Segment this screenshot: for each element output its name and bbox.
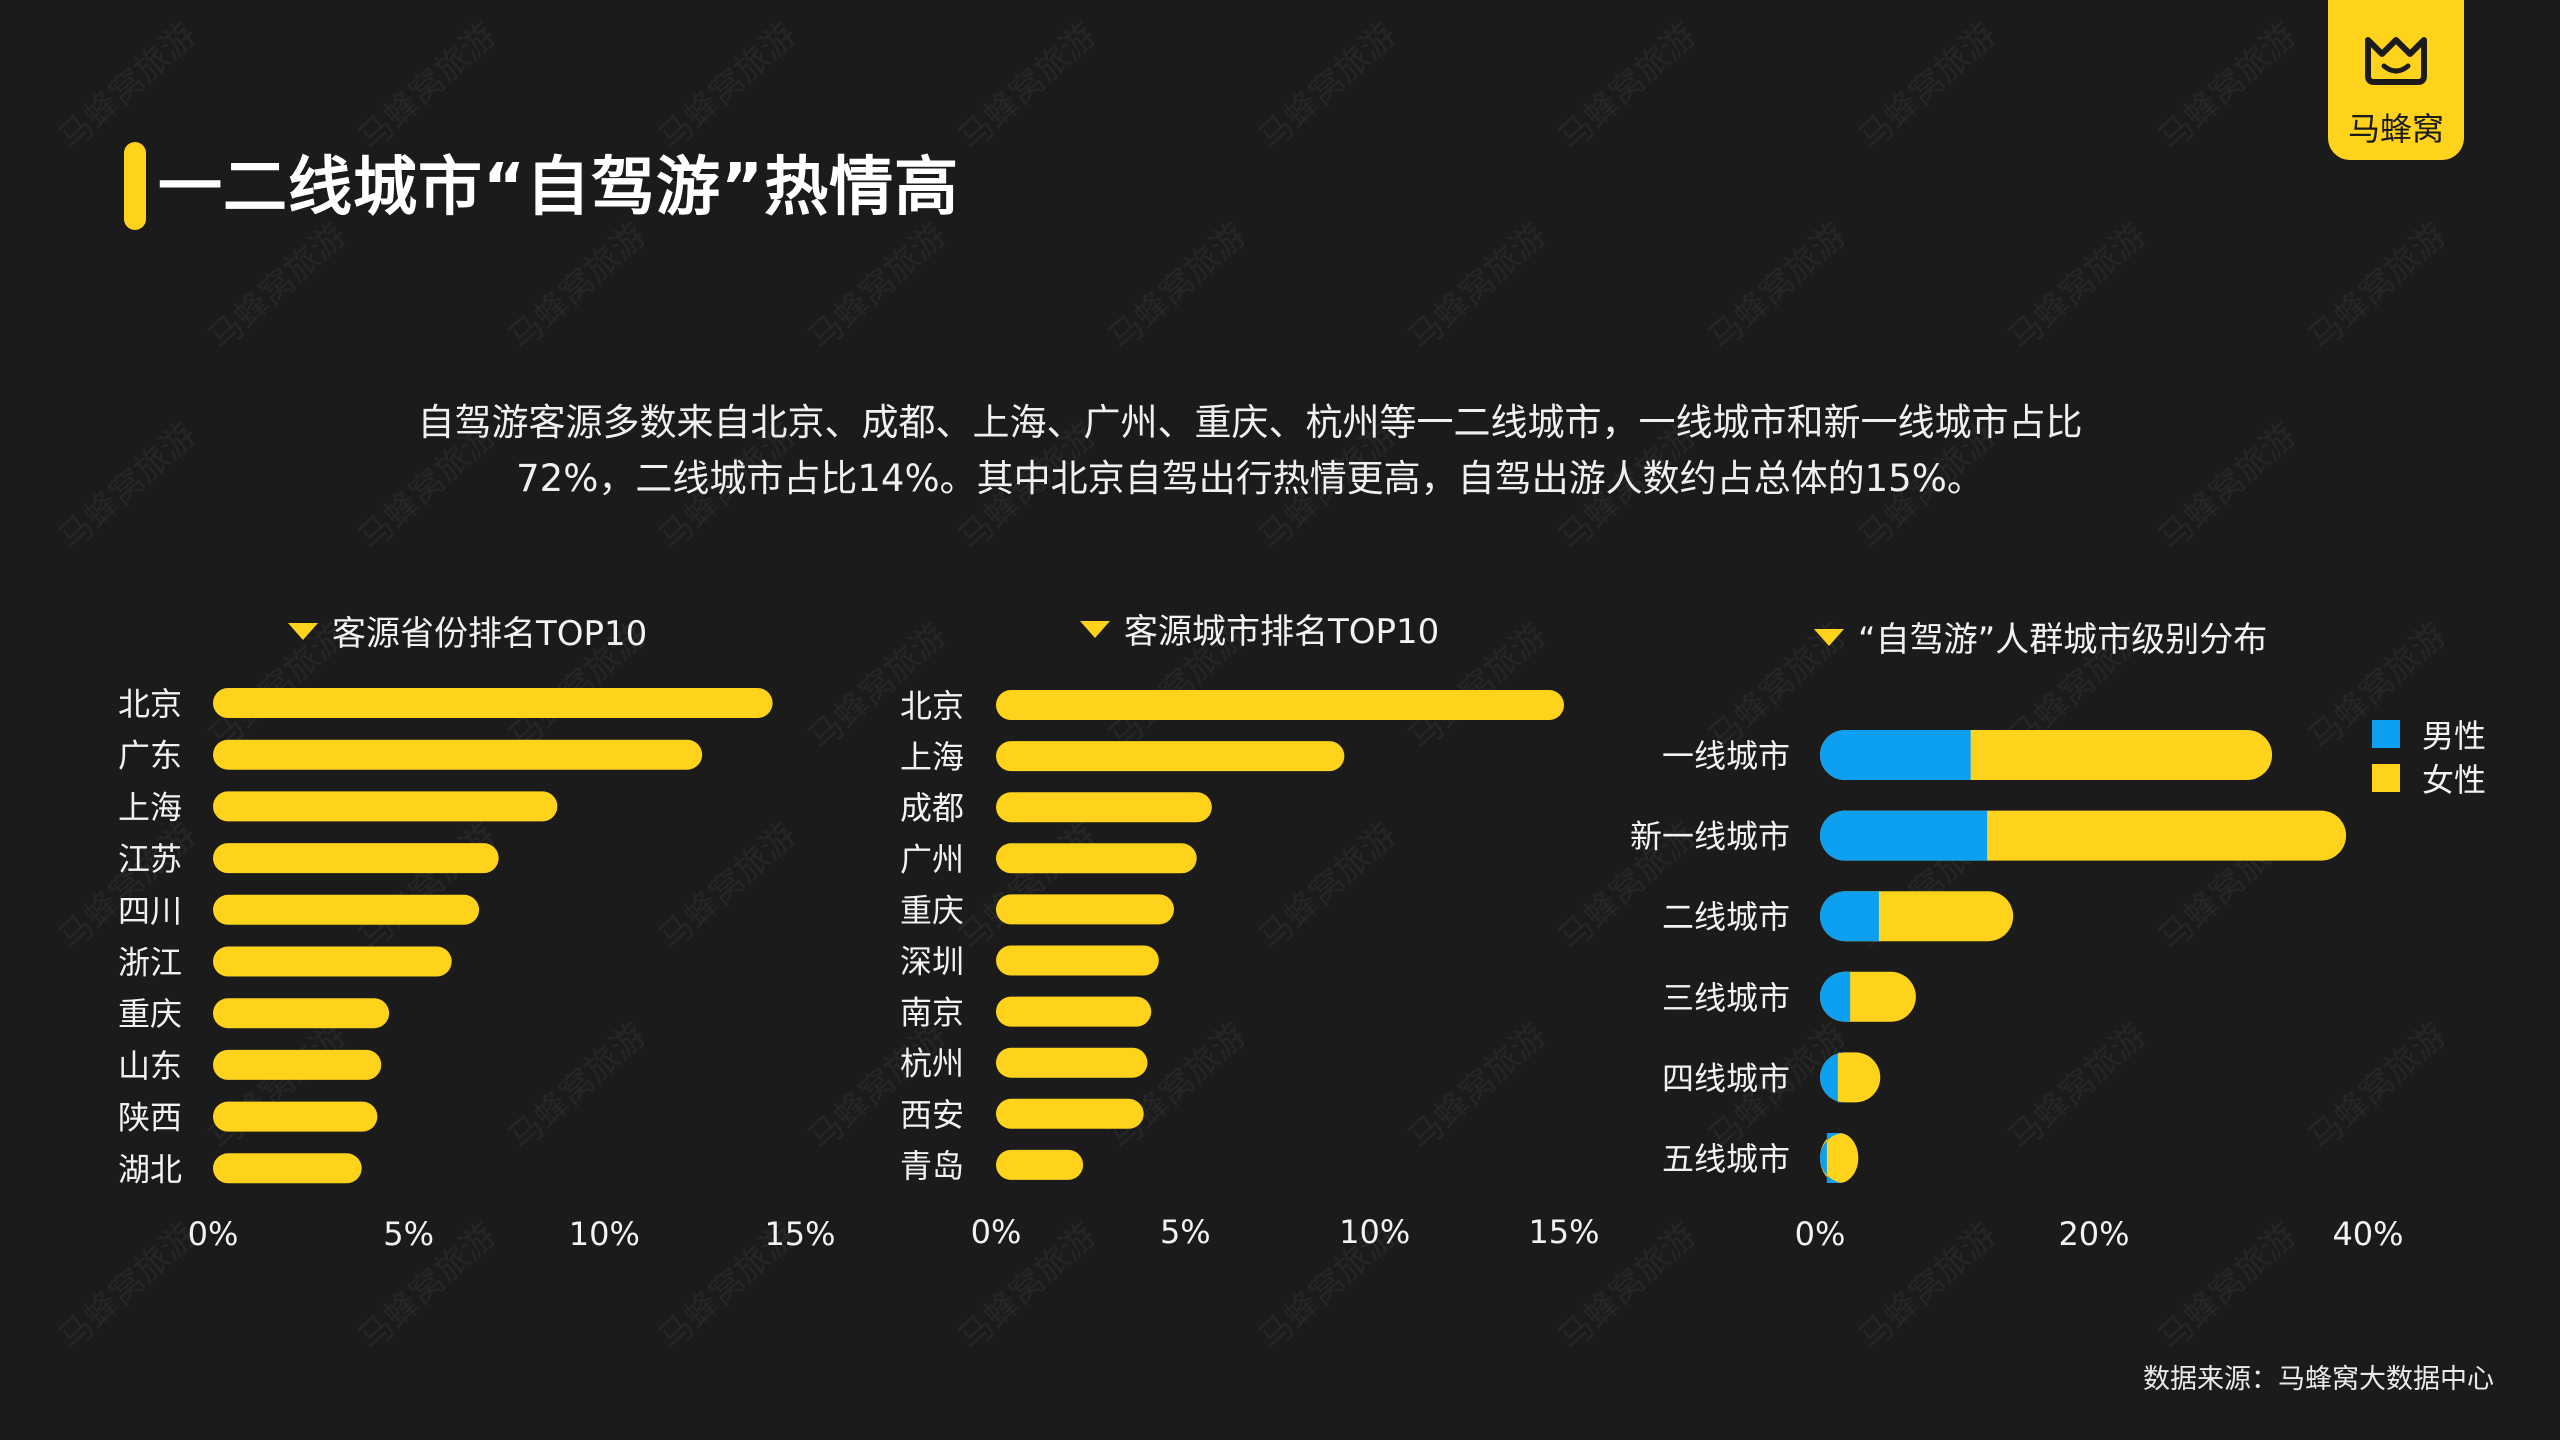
category-label: 江苏 <box>118 840 182 878</box>
x-tick-label: 0% <box>971 1213 1022 1251</box>
category-label: 青岛 <box>900 1147 964 1185</box>
description-line-1: 自驾游客源多数来自北京、成都、上海、广州、重庆、杭州等一二线城市，一线城市和新一… <box>417 401 2083 444</box>
logo-text: 马蜂窝 <box>2347 110 2444 148</box>
mafengwo-logo-icon <box>2365 37 2427 85</box>
bar <box>213 739 703 770</box>
x-tick-label: 5% <box>1160 1213 1211 1251</box>
category-label: 新一线城市 <box>1630 818 1790 856</box>
bar <box>996 741 1345 772</box>
category-label: 杭州 <box>900 1045 964 1083</box>
bar <box>213 946 452 977</box>
page-title: 一二线城市“自驾游”热情高 <box>158 151 960 225</box>
triangle-down-icon <box>288 623 318 640</box>
bar-male <box>1820 1133 1845 1183</box>
chart-title-city-levels: “自驾游”人群城市级别分布 <box>1814 612 2267 661</box>
bar <box>213 894 480 925</box>
x-tick-label: 20% <box>2058 1215 2129 1253</box>
category-label: 北京 <box>900 687 964 725</box>
chart-title-text: “自驾游”人群城市级别分布 <box>1858 620 2268 660</box>
category-label: 陕西 <box>118 1099 182 1137</box>
legend-label-male: 男性 <box>2422 717 2487 755</box>
x-tick-label: 15% <box>764 1215 835 1253</box>
bar <box>213 688 773 718</box>
x-tick-label: 10% <box>1339 1213 1410 1251</box>
category-label: 深圳 <box>900 943 964 981</box>
chart-title-text: 客源城市排名TOP10 <box>1124 612 1440 652</box>
category-label: 五线城市 <box>1662 1140 1790 1178</box>
chart-title-text: 客源省份排名TOP10 <box>332 614 648 654</box>
legend: 男性 女性 <box>2372 712 2486 800</box>
category-label: 四川 <box>118 892 182 930</box>
description: 自驾游客源多数来自北京、成都、上海、广州、重庆、杭州等一二线城市，一线城市和新一… <box>300 395 2200 507</box>
x-tick-label: 10% <box>569 1215 640 1253</box>
category-label: 西安 <box>900 1096 964 1134</box>
chart-title-cities: 客源城市排名TOP10 <box>1080 604 1439 653</box>
bar-male <box>1819 1052 1845 1103</box>
description-line-2: 72%，二线城市占比14%。其中北京自驾出行热情更高，自驾出游人数约占总体的15… <box>516 457 1984 500</box>
bar <box>996 690 1564 720</box>
bar <box>996 945 1159 976</box>
category-label: 成都 <box>900 789 964 827</box>
category-label: 广州 <box>900 840 964 878</box>
x-tick-label: 0% <box>188 1215 239 1253</box>
category-label: 湖北 <box>118 1150 182 1188</box>
category-label: 广东 <box>118 737 182 775</box>
bar <box>213 1153 362 1184</box>
x-tick-label: 0% <box>1795 1215 1846 1253</box>
category-label: 四线城市 <box>1662 1059 1790 1097</box>
legend-swatch-female <box>2372 764 2400 792</box>
bar <box>213 843 499 874</box>
bar <box>996 1149 1084 1180</box>
category-label: 二线城市 <box>1662 898 1790 936</box>
category-label: 三线城市 <box>1662 979 1790 1017</box>
bar <box>996 1047 1148 1078</box>
category-label: 山东 <box>118 1047 182 1085</box>
bar <box>996 894 1174 925</box>
category-label: 重庆 <box>900 891 964 929</box>
category-label: 一线城市 <box>1662 737 1790 775</box>
triangle-down-icon <box>1080 621 1110 638</box>
category-label: 上海 <box>118 788 182 826</box>
bar <box>996 996 1152 1027</box>
bar <box>213 1049 382 1080</box>
bar <box>996 1098 1144 1129</box>
bar <box>213 791 558 822</box>
bar-male <box>1819 971 1851 1022</box>
data-source: 数据来源：马蜂窝大数据中心 <box>2143 1364 2494 1395</box>
legend-label-female: 女性 <box>2422 761 2487 799</box>
x-tick-label: 40% <box>2332 1215 2403 1253</box>
category-label: 浙江 <box>118 944 182 982</box>
bar-male <box>1819 891 1879 942</box>
bar <box>996 843 1197 874</box>
bar-female <box>1820 1133 1859 1183</box>
x-tick-label: 15% <box>1528 1213 1599 1251</box>
bar <box>213 1101 378 1132</box>
chart-title-provinces: 客源省份排名TOP10 <box>288 606 647 655</box>
bar <box>996 792 1212 823</box>
x-tick-label: 5% <box>383 1215 434 1253</box>
bar-male <box>1819 810 1988 861</box>
category-label: 重庆 <box>118 995 182 1033</box>
legend-item-male: 男性 <box>2372 712 2486 756</box>
category-label: 上海 <box>900 738 964 776</box>
legend-item-female: 女性 <box>2372 756 2486 800</box>
title-accent-bar <box>124 142 146 230</box>
brand-logo: 马蜂窝 <box>2328 0 2464 160</box>
triangle-down-icon <box>1814 629 1844 646</box>
legend-swatch-male <box>2372 720 2400 748</box>
category-label: 北京 <box>118 685 182 723</box>
bar <box>213 998 390 1029</box>
bar-male <box>1820 730 1971 780</box>
category-label: 南京 <box>900 994 964 1032</box>
